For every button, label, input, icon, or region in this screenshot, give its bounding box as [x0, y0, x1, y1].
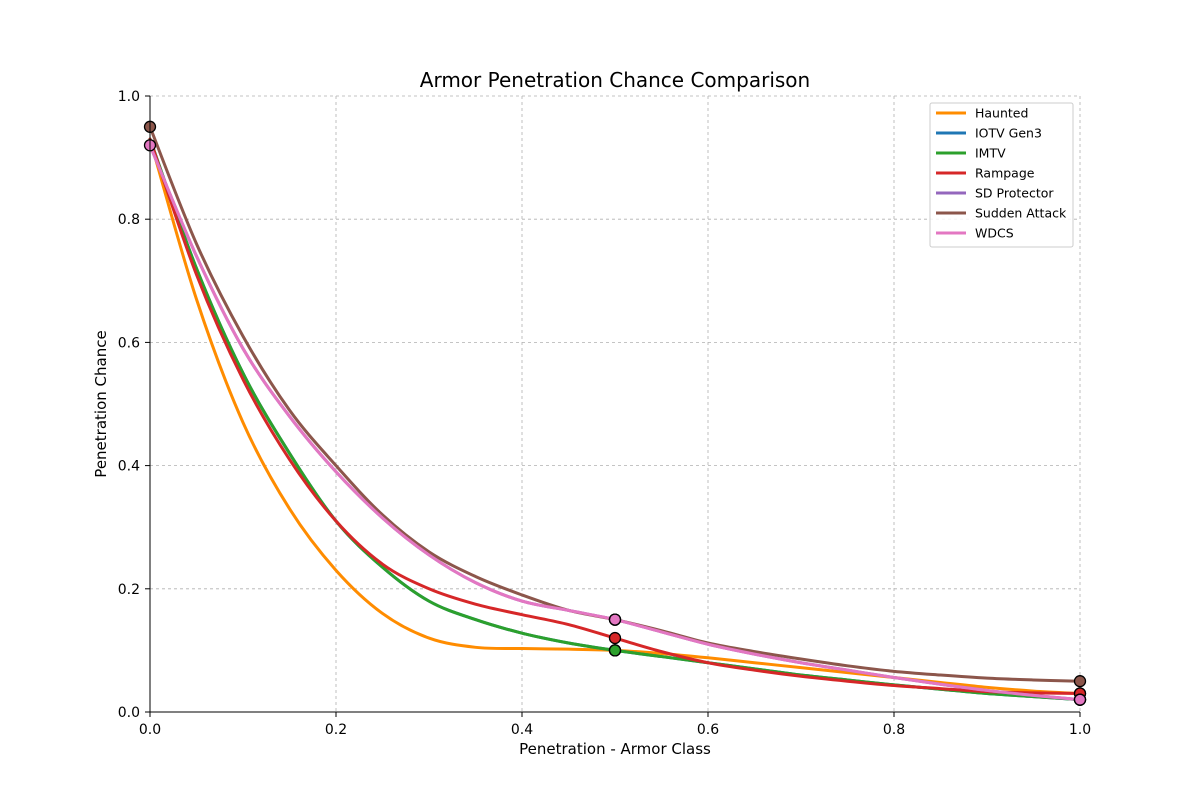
y-tick-label: 0.0 [118, 705, 140, 721]
x-tick-label: 0.6 [697, 722, 719, 738]
x-tick-label: 0.0 [139, 722, 161, 738]
legend-frame [929, 102, 1074, 248]
legend-label-imtv: IMTV [975, 146, 1006, 161]
marker-wdcs [608, 613, 622, 626]
x-tick-label: 0.2 [325, 722, 347, 738]
series-line-rampage [148, 137, 1082, 696]
x-tick-label: 1.0 [1069, 722, 1091, 738]
legend: Haunted IOTV Gen3 IMTV Rampage SD Protector S… [929, 102, 1074, 248]
gridlines [150, 95, 1081, 712]
legend-label-sd-protector: SD Protector [975, 186, 1054, 201]
series-lines [148, 125, 1082, 702]
axes [149, 96, 1080, 713]
chart-title: Armor Penetration Chance Comparison [420, 68, 810, 92]
legend-label-rampage: Rampage [975, 166, 1035, 181]
x-tick-label: 0.8 [883, 722, 905, 738]
legend-label-wdcs: WDCS [975, 226, 1014, 241]
marker-wdcs [1073, 693, 1087, 706]
axis-ticks: 0.0 0.2 0.4 0.6 0.8 1.0 0.0 0.2 0.4 0.6 0.8 1.0 [118, 89, 1091, 738]
y-tick-label: 0.8 [118, 212, 140, 228]
legend-label-sudden-attack: Sudden Attack [975, 206, 1067, 221]
y-tick-label: 0.6 [118, 335, 140, 351]
y-tick-label: 1.0 [118, 89, 140, 105]
legend-label-iotv-gen3: IOTV Gen3 [975, 126, 1042, 141]
marker-rampage [608, 631, 622, 645]
y-tick-label: 0.2 [118, 582, 140, 598]
marker-sudden-attack [1073, 675, 1087, 688]
legend-label-haunted: Haunted [975, 106, 1028, 121]
x-axis-title: Penetration - Armor Class [519, 740, 711, 758]
series-line-wdcs [148, 143, 1082, 702]
y-axis-title: Penetration Chance [92, 330, 110, 477]
marker-imtv [608, 644, 622, 657]
x-tick-label: 0.4 [511, 722, 533, 738]
y-tick-label: 0.4 [118, 459, 140, 475]
